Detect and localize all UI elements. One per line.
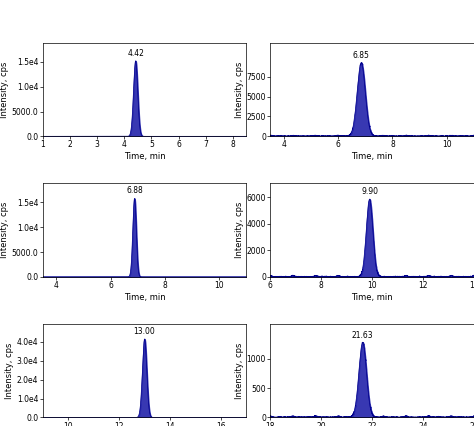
Y-axis label: Intensity, cps: Intensity, cps [0,202,9,258]
X-axis label: Time, min: Time, min [351,152,393,161]
Text: 21.63: 21.63 [352,331,374,340]
Text: 03-051019-24 - pirimicarb (QC) 239.0/72.0 amu - sample .: 03-051019-24 - pirimicarb (QC) 239.0/72.… [47,302,274,309]
Text: Area: 4.69e+005 counts  Height: 4.15e+004 cps  RT: 13.: Area: 4.69e+005 counts Height: 4.15e+004… [47,309,247,315]
Text: Area: 6.51e+004 counts  Height: 5.85e+003 cps  RT: 9.9: Area: 6.51e+004 counts Height: 5.85e+003… [274,169,474,175]
Text: 6.85: 6.85 [353,51,370,60]
Text: 03-051019-24 - methamidophos (QC) 142.2/93.8 a...: 03-051019-24 - methamidophos (QC) 142.2/… [47,21,252,28]
Text: 03-051019-24 - imidacloprid (QC) 256.1/175.1 amu - sam.: 03-051019-24 - imidacloprid (QC) 256.1/1… [274,162,474,168]
Text: 03-051019-24 - abamectin (QC) 890.6/305.2 amu - sampl.: 03-051019-24 - abamectin (QC) 890.6/305.… [274,302,474,309]
Text: 03-051019-24 - cyromazine (QC) 167.4/85.1 amu - sampl.: 03-051019-24 - cyromazine (QC) 167.4/85.… [274,21,474,28]
X-axis label: Time, min: Time, min [351,293,393,302]
Y-axis label: Intensity, cps: Intensity, cps [5,343,14,399]
X-axis label: Time, min: Time, min [124,152,165,161]
Y-axis label: Intensity, cps: Intensity, cps [235,202,244,258]
Y-axis label: Intensity, cps: Intensity, cps [0,61,9,118]
Text: Area: 2.59e+005 counts  Height: 1.52e+004 cps  R...: Area: 2.59e+005 counts Height: 1.52e+004… [47,28,235,34]
Text: 03-051019-24 - aldicarb-sulfoxide (QC) 207.1/132.1 amu -: 03-051019-24 - aldicarb-sulfoxide (QC) 2… [47,162,274,168]
Text: Area: 3.33e+005 counts  Height: 9.24e+003 cps  RT: 6.8: Area: 3.33e+005 counts Height: 9.24e+003… [274,28,474,34]
Y-axis label: Intensity, cps: Intensity, cps [235,61,244,118]
Text: 6.88: 6.88 [126,186,143,196]
X-axis label: Time, min: Time, min [124,293,165,302]
Y-axis label: Intensity, cps: Intensity, cps [235,343,244,399]
Text: Area: 2.50e+004 counts  Height: 1.27e+003 cps  RT: 21.: Area: 2.50e+004 counts Height: 1.27e+003… [274,309,474,315]
Text: 9.90: 9.90 [361,187,378,196]
Text: Area: 2.38e+005 counts  Height: 1.58e+004 cps  RT: 6.8.: Area: 2.38e+005 counts Height: 1.58e+004… [47,169,250,175]
Text: 13.00: 13.00 [134,327,155,336]
Text: 4.42: 4.42 [127,49,144,58]
